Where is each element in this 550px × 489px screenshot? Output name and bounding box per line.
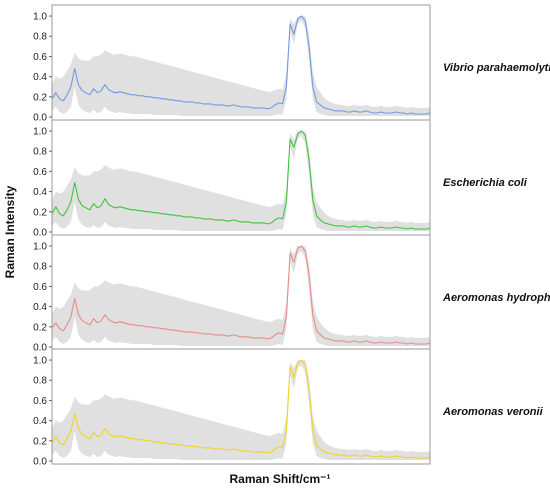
spectrum-panel: 0.0 0.2 0.4 0.6 0.8 1.0 Vibrio parahaemolyticu… — [33, 4, 550, 124]
y-tick-label: 1.0 — [33, 127, 47, 138]
y-tick-label: 0.8 — [33, 376, 47, 387]
y-tick-label: 1.0 — [33, 242, 47, 253]
species-label: Aeromonas hydrophila — [442, 292, 550, 304]
y-tick-label: 0.0 — [33, 343, 47, 354]
variability-band — [52, 131, 430, 231]
variability-band — [52, 16, 430, 116]
species-label: Aeromonas veronii — [442, 406, 544, 418]
variability-band — [52, 360, 430, 460]
y-tick-label: 1.0 — [33, 12, 47, 23]
y-tick-label: 0.0 — [33, 228, 47, 239]
y-tick-label: 0.4 — [33, 416, 47, 427]
mean-spectrum-line — [51, 15, 431, 115]
mean-spectrum-line — [51, 359, 431, 459]
y-tick-label: 1.0 — [33, 356, 47, 367]
y-tick-label: 0.2 — [33, 322, 47, 333]
panel-frame — [51, 348, 431, 465]
y-tick-label: 0.2 — [33, 207, 47, 218]
y-tick-label: 0.6 — [33, 52, 47, 63]
y-tick-label: 0.6 — [33, 396, 47, 407]
variability-band — [52, 246, 430, 346]
x-axis-title: Raman Shift/cm⁻¹ — [229, 472, 330, 486]
y-tick-label: 0.0 — [33, 113, 47, 124]
species-label: Vibrio parahaemolyticus — [443, 62, 550, 74]
y-axis-title: Raman Intensity — [3, 185, 17, 278]
y-tick-label: 0.4 — [33, 187, 47, 198]
y-tick-label: 0.6 — [33, 167, 47, 178]
y-tick-label: 0.8 — [33, 147, 47, 158]
y-tick-label: 0.8 — [33, 262, 47, 273]
species-label: Escherichia coli — [443, 177, 528, 189]
y-tick-label: 0.0 — [33, 457, 47, 468]
spectrum-panel: 0.0 0.2 0.4 0.6 0.8 1.0 Aeromonas veronii — [33, 348, 544, 468]
y-tick-label: 0.2 — [33, 92, 47, 103]
spectrum-panel: 0.0 0.2 0.4 0.6 0.8 1.0 Aeromonas hydrophila — [33, 234, 550, 354]
spectra-panels: 0.0 0.2 0.4 0.6 0.8 1.0 Vibrio parahaemolyticu… — [33, 4, 550, 468]
y-tick-label: 0.4 — [33, 302, 47, 313]
y-tick-label: 0.8 — [33, 32, 47, 43]
mean-spectrum-line — [51, 130, 431, 230]
y-tick-label: 0.6 — [33, 282, 47, 293]
y-tick-label: 0.4 — [33, 72, 47, 83]
mean-spectrum-line — [51, 245, 431, 345]
y-tick-label: 0.2 — [33, 436, 47, 447]
spectrum-panel: 0.0 0.2 0.4 0.6 0.8 1.0 Escherichia coli — [33, 119, 528, 239]
